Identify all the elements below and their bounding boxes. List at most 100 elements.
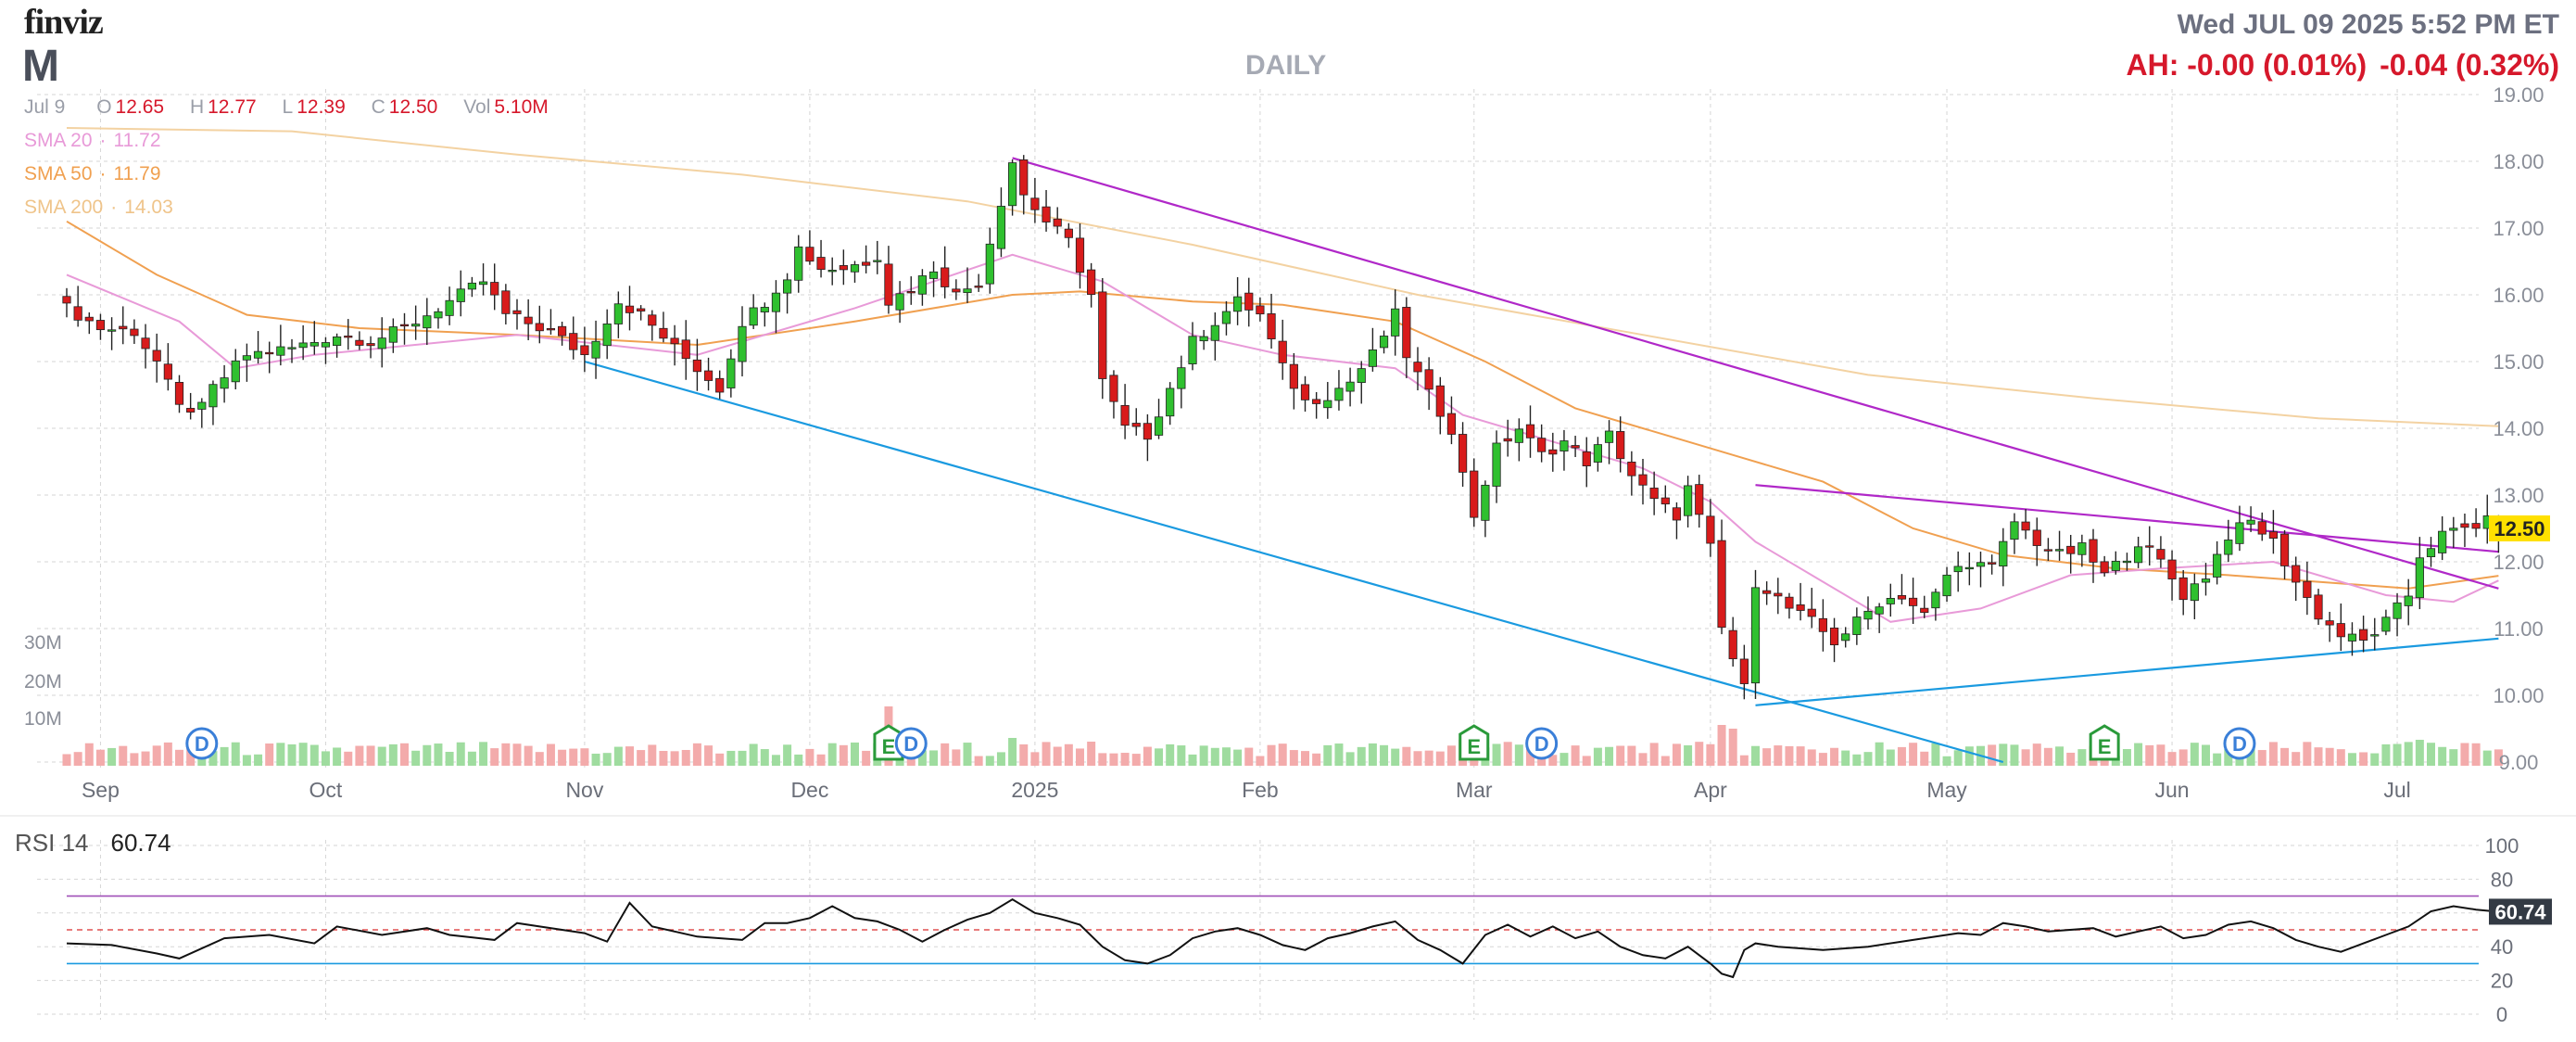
volume-bar (1739, 755, 1749, 766)
volume-bar (1098, 753, 1107, 766)
price-tick-label: 13.00 (2493, 484, 2544, 507)
rsi-tick-label: 40 (2491, 935, 2513, 959)
candle-body (276, 346, 285, 356)
rsi-value: 60.74 (110, 829, 171, 857)
volume-bar (2427, 743, 2435, 766)
volume-bar (1548, 755, 1558, 766)
volume-bar (119, 745, 128, 766)
volume-bar (569, 748, 578, 766)
volume-bar (1064, 743, 1073, 766)
candle-body (2054, 549, 2065, 552)
candle-body (952, 288, 961, 293)
dividend-marker (185, 727, 219, 760)
date-tick-label: Mar (1456, 778, 1493, 802)
candle-body (2213, 553, 2222, 578)
candle-body (2279, 533, 2290, 566)
candle-body (805, 247, 814, 262)
candle-body (2032, 529, 2041, 546)
volume-bar (1334, 743, 1344, 766)
volume-bar (1616, 745, 1625, 766)
volume-bar (1087, 742, 1096, 766)
candle-body (1323, 400, 1332, 409)
candle-body (287, 347, 297, 349)
candle-body (726, 358, 736, 388)
volume-bar (512, 743, 522, 766)
volume-bar (1109, 753, 1118, 766)
low-value: 12.39 (297, 96, 346, 118)
after-hours-value: AH: -0.00 (0.01%) (2126, 48, 2368, 82)
volume-bar (208, 751, 218, 766)
candle-body (130, 328, 139, 337)
volume-bar (175, 749, 183, 766)
candle-body (332, 336, 342, 347)
candle-body (2100, 561, 2109, 574)
earnings-marker (1458, 724, 1490, 761)
volume-bar (2325, 747, 2334, 766)
price-tick-label: 17.00 (2493, 217, 2544, 240)
candle-body (1717, 540, 1726, 629)
volume-bar (2021, 749, 2030, 766)
volume-bar (467, 751, 476, 766)
volume-bar (963, 743, 972, 766)
volume-bar (186, 747, 196, 766)
volume-bar (1446, 745, 1456, 766)
volume-bar (276, 743, 285, 766)
volume-bar (2314, 747, 2323, 766)
candle-body (1807, 608, 1816, 617)
candle-body (1931, 591, 1940, 609)
candle-body (1525, 424, 1535, 438)
candle-body (1571, 445, 1580, 449)
candle-body (602, 323, 612, 347)
candle-body (884, 263, 893, 306)
candle-body (2167, 559, 2177, 579)
volume-bar (1345, 752, 1355, 766)
sma20-value: 11.72 (113, 130, 161, 151)
candle-body (265, 351, 274, 355)
volume-bar (1312, 753, 1321, 766)
rsi-tick-label: 0 (2496, 1003, 2507, 1026)
candle-body (1492, 442, 1501, 487)
candle-body (569, 333, 578, 350)
volume-bar (1920, 751, 1929, 766)
sma50-legend: SMA 50 · 11.79 (24, 163, 161, 184)
candle-body (895, 293, 904, 311)
volume-bar (130, 753, 139, 766)
candle-body (1256, 305, 1265, 315)
volume-bar (2156, 744, 2166, 766)
volume-bar (1886, 749, 1895, 766)
candle-body (862, 261, 871, 266)
candle-body (535, 323, 544, 332)
price-tick-label: 12.00 (2493, 551, 2544, 574)
volume-bar (1728, 729, 1737, 766)
rsi-legend: RSI 14 60.74 (15, 829, 171, 858)
candle-body (1177, 367, 1186, 389)
volume-bar (2449, 749, 2458, 766)
volume-bar (602, 753, 612, 766)
volume-bar (659, 750, 668, 766)
volume-bar (1627, 745, 1636, 766)
volume-tick-label: 20M (24, 671, 62, 693)
volume-bar (1852, 754, 1862, 766)
volume-bar (2122, 749, 2131, 766)
candle-body (434, 311, 443, 319)
candle-body (1030, 197, 1040, 210)
date-tick-label: Jul (2383, 778, 2410, 802)
candle-body (1345, 381, 1355, 392)
candle-body (1278, 340, 1287, 363)
finviz-logo[interactable]: finviz (24, 3, 104, 42)
candle-body (1131, 423, 1141, 427)
volume-label: Vol (463, 96, 491, 118)
volume-bar (1774, 745, 1783, 766)
volume-bar (309, 744, 319, 766)
candle-body (1684, 485, 1693, 516)
candle-body (2404, 595, 2413, 606)
candle-body (1785, 596, 1794, 609)
open-label: O (96, 96, 112, 118)
candle-body (1120, 404, 1130, 426)
volume-bar (2224, 749, 2233, 766)
dividend-marker-label: D (195, 732, 209, 756)
dividend-marker (2223, 727, 2256, 760)
volume-bar (2482, 750, 2492, 766)
candle-body (1446, 413, 1457, 435)
